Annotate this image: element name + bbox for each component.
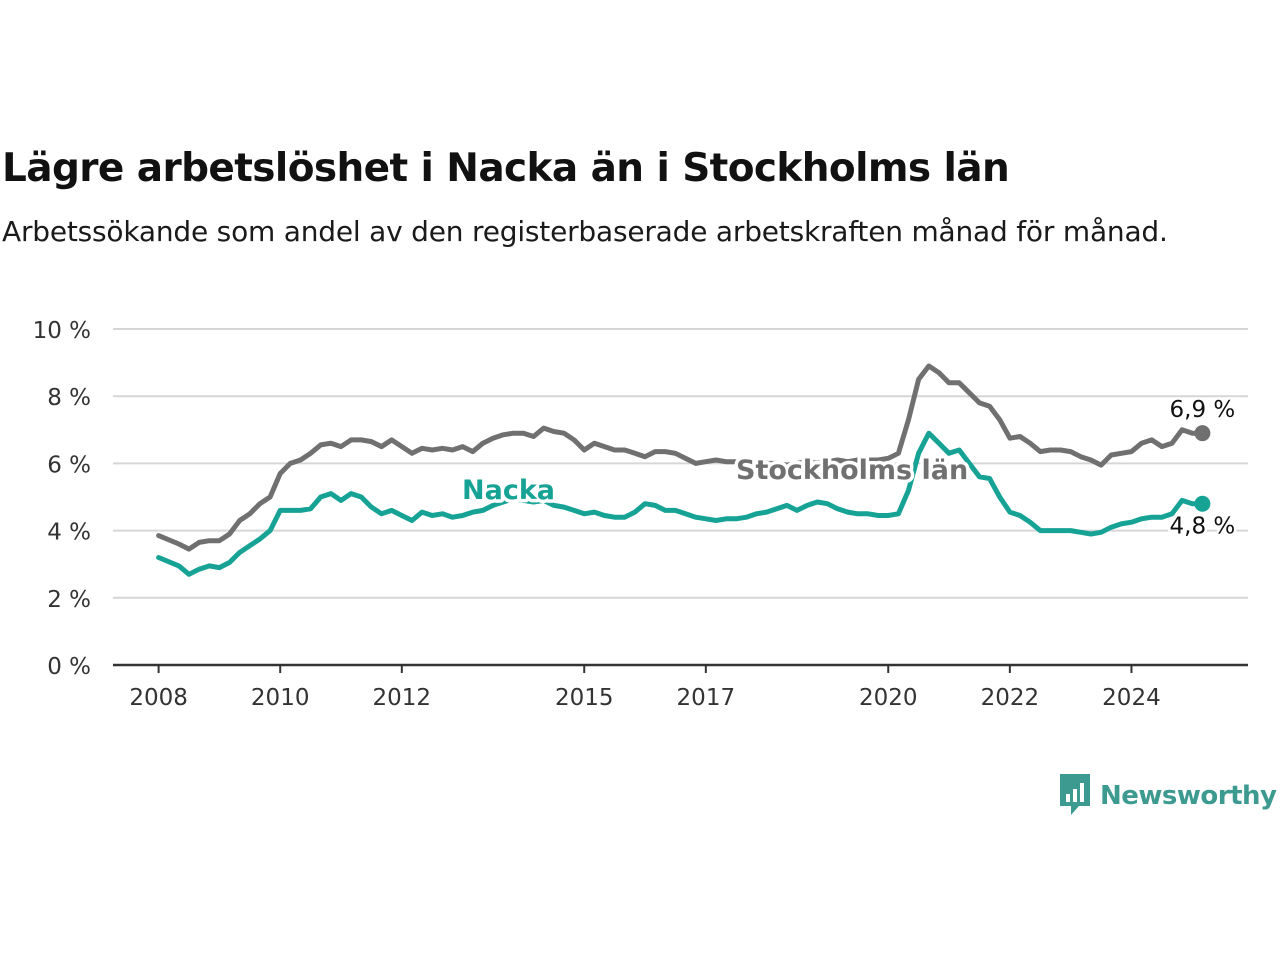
newsworthy-brand-name: Newsworthy <box>1100 781 1277 811</box>
x-tick-label: 2012 <box>373 685 432 711</box>
x-tick-label: 2017 <box>677 685 736 711</box>
x-tick-label: 2015 <box>555 685 614 711</box>
newsworthy-brand[interactable]: Newsworthy <box>1058 772 1277 820</box>
series-labels: Stockholms län Nacka 6,9 % 4,8 % <box>459 395 1238 543</box>
x-axis-tick-labels: 2008 2010 2012 2015 2017 2020 2022 2024 <box>129 685 1160 711</box>
y-axis-tick-labels: 0 % 2 % 4 % 6 % 8 % 10 % <box>33 318 91 680</box>
y-tick-label: 6 % <box>47 452 91 478</box>
x-tick-label: 2010 <box>251 685 310 711</box>
series-lines <box>156 363 1211 577</box>
x-tick-label: 2022 <box>981 685 1040 711</box>
y-tick-label: 4 % <box>47 520 91 546</box>
end-value-label-nacka: 4,8 % <box>1170 514 1236 540</box>
series-label-stockholms-lan: Stockholms län <box>736 455 968 486</box>
series-end-point <box>1194 425 1211 442</box>
series-end-point <box>1194 495 1211 512</box>
chart-subtitle: Arbetssökande som andel av den registerb… <box>2 215 1168 248</box>
chart-title: Lägre arbetslöshet i Nacka än i Stockhol… <box>2 146 1010 191</box>
y-tick-label: 10 % <box>33 318 91 344</box>
series-line-stockholms-lan <box>156 363 1205 552</box>
newsworthy-logo-icon <box>1058 772 1092 820</box>
y-tick-label: 0 % <box>47 654 91 680</box>
end-value-label-stockholms-lan: 6,9 % <box>1170 397 1236 423</box>
gridlines <box>113 328 1248 673</box>
x-tick-label: 2024 <box>1102 685 1161 711</box>
series-label-nacka: Nacka <box>462 475 555 506</box>
x-tick-label: 2008 <box>129 685 188 711</box>
x-tick-label: 2020 <box>859 685 918 711</box>
y-tick-label: 2 % <box>47 587 91 613</box>
y-tick-label: 8 % <box>47 385 91 411</box>
series-line-nacka <box>156 430 1205 577</box>
